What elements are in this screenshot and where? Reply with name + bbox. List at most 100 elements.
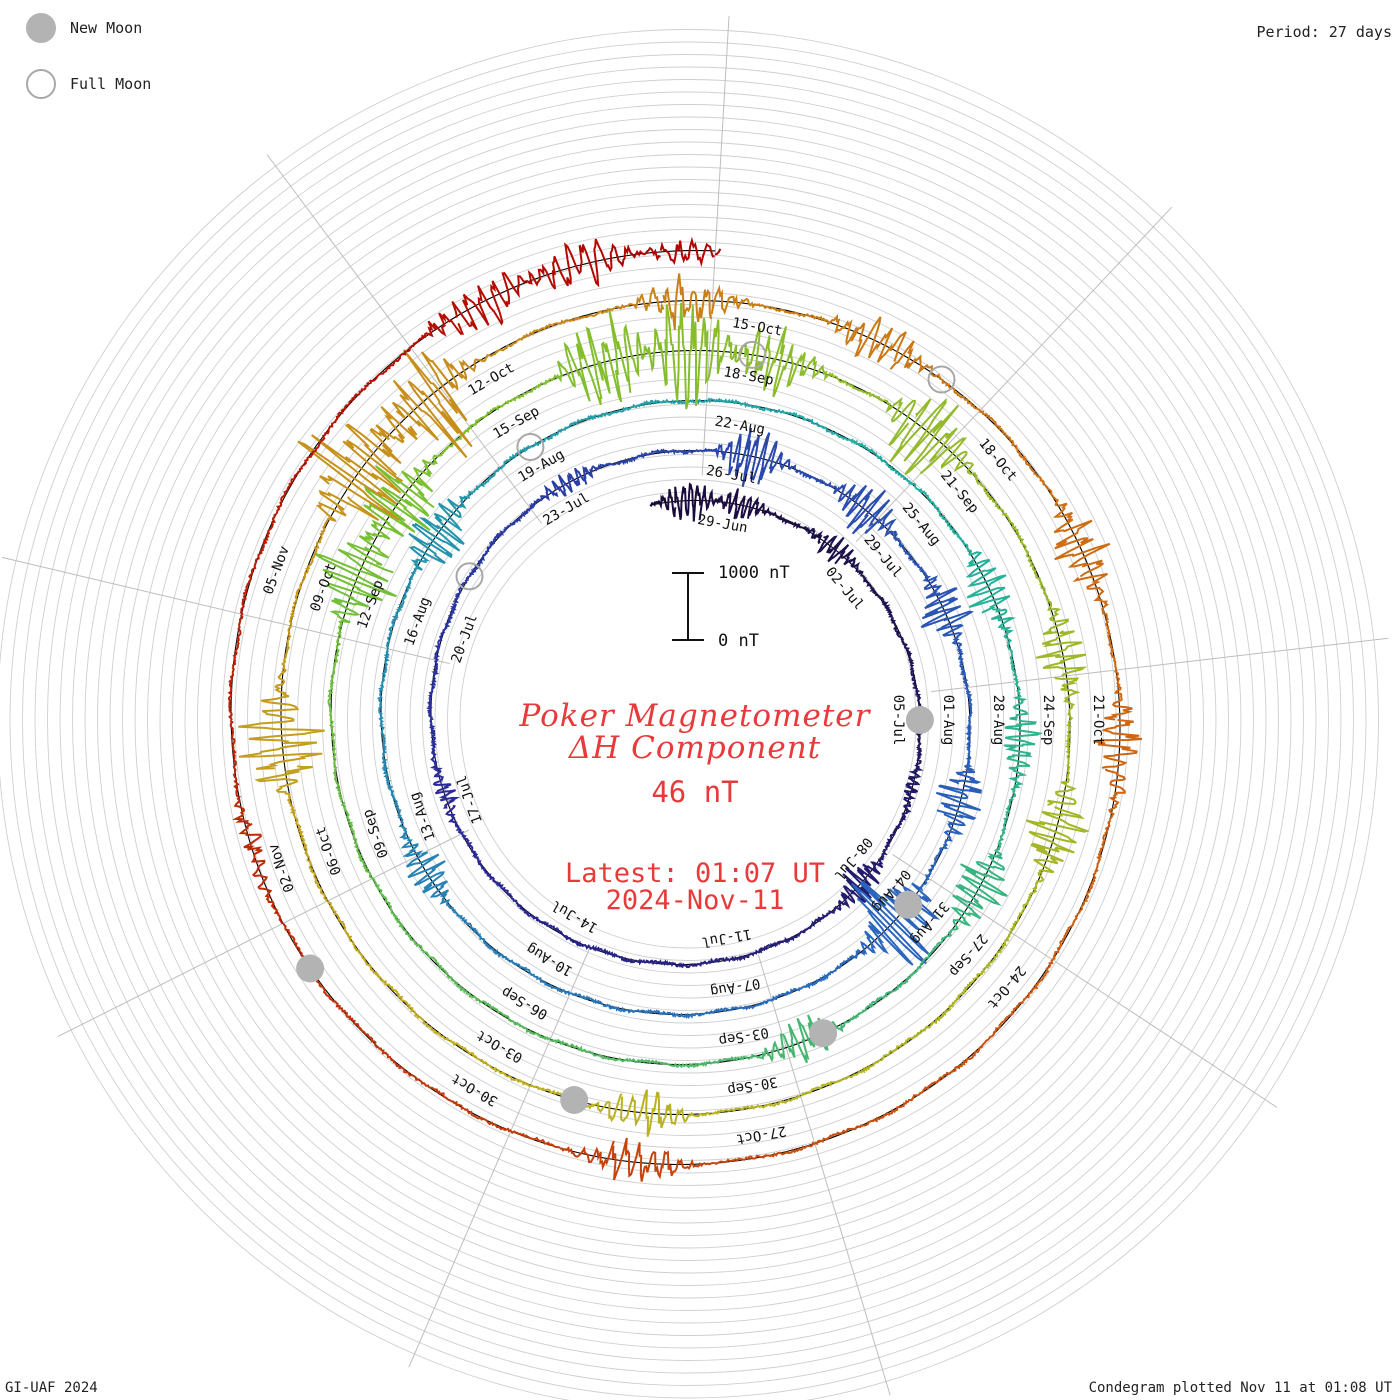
trace-segment bbox=[1054, 676, 1081, 721]
new-moon-marker bbox=[905, 706, 934, 734]
trace-segment bbox=[302, 536, 323, 581]
trace-segment bbox=[908, 746, 924, 775]
trace-segment bbox=[863, 1099, 910, 1127]
trace-segment bbox=[551, 467, 586, 497]
trace-segment bbox=[379, 978, 415, 1013]
plotted-label: Condegram plotted Nov 11 at 01:08 UT bbox=[1088, 1380, 1392, 1396]
grid-ring bbox=[234, 266, 1142, 1174]
trace-segment bbox=[665, 302, 709, 410]
trace-segment bbox=[432, 777, 461, 809]
trace-segment bbox=[849, 438, 883, 461]
date-label: 11-Jul bbox=[700, 925, 753, 950]
trace-segment bbox=[315, 489, 380, 537]
grid-spoke bbox=[408, 944, 592, 1368]
trace-segment bbox=[830, 885, 855, 914]
trace-segment bbox=[1001, 512, 1027, 551]
date-label: 24-Sep bbox=[1040, 695, 1056, 746]
trace-segment bbox=[478, 1000, 515, 1023]
trace-segment bbox=[260, 672, 300, 721]
grid-ring bbox=[297, 329, 1079, 1111]
trace-segment bbox=[823, 481, 856, 512]
trace-segment bbox=[955, 863, 1008, 910]
trace-segment bbox=[950, 1038, 990, 1074]
trace-segment bbox=[570, 992, 604, 1005]
trace-segment bbox=[451, 280, 509, 331]
grid-ring bbox=[59, 91, 1317, 1349]
grid-ring bbox=[184, 216, 1192, 1224]
trace-segment bbox=[964, 686, 973, 721]
trace-segment bbox=[288, 580, 304, 627]
trace-segment bbox=[862, 848, 888, 875]
trace-segment bbox=[231, 773, 250, 825]
trace-segment bbox=[500, 444, 532, 470]
grid-ring bbox=[222, 254, 1154, 1186]
trace-segment bbox=[701, 956, 732, 965]
grid-ring bbox=[434, 466, 942, 974]
trace-segment bbox=[860, 574, 878, 597]
trace-segment bbox=[640, 448, 673, 459]
trace-segment bbox=[671, 448, 704, 456]
trace-segment bbox=[936, 623, 964, 656]
trace-segment bbox=[408, 512, 465, 559]
trace-segment bbox=[398, 823, 424, 858]
grid-ring bbox=[147, 179, 1229, 1261]
trace-segment bbox=[874, 395, 916, 446]
trace-segment bbox=[756, 940, 785, 954]
date-label: 21-Oct bbox=[1090, 695, 1106, 746]
trace-segment bbox=[1042, 590, 1069, 636]
trace-segment bbox=[714, 248, 722, 256]
trace-segment bbox=[941, 378, 981, 411]
date-label: 24-Oct bbox=[984, 962, 1029, 1011]
trace-segment bbox=[661, 1150, 715, 1177]
trace-segment bbox=[779, 409, 816, 426]
full-moon-marker bbox=[927, 365, 956, 394]
trace-segment bbox=[611, 1137, 664, 1182]
trace-segment bbox=[1006, 756, 1031, 798]
grid-ring bbox=[72, 104, 1304, 1336]
trace-segment bbox=[1014, 444, 1045, 486]
trace-segment bbox=[306, 858, 328, 902]
trace-segment bbox=[664, 1103, 712, 1126]
trace-segment bbox=[943, 813, 967, 850]
date-label: 27-Oct bbox=[735, 1122, 788, 1147]
trace-segment bbox=[254, 765, 313, 815]
grid-ring bbox=[284, 316, 1092, 1124]
trace-segment bbox=[808, 909, 832, 929]
trace-segment bbox=[732, 427, 771, 488]
trace-segment bbox=[254, 513, 278, 563]
trace-segment bbox=[508, 959, 540, 981]
grid-ring bbox=[84, 116, 1292, 1324]
grid-ring bbox=[334, 366, 1042, 1074]
trace-segment bbox=[442, 603, 457, 631]
new-moon-marker bbox=[560, 1086, 589, 1114]
trace-segment bbox=[864, 508, 901, 543]
trace-segment bbox=[588, 1050, 629, 1063]
trace-segment bbox=[759, 440, 797, 481]
trace-segment bbox=[710, 284, 762, 316]
trace-segment bbox=[560, 1140, 615, 1171]
grid-spoke bbox=[57, 829, 470, 1037]
grid-ring bbox=[384, 416, 992, 1024]
trace-segment bbox=[808, 313, 858, 346]
trace-segment bbox=[329, 596, 370, 638]
trace-segment bbox=[729, 949, 759, 962]
trace-segment bbox=[238, 719, 325, 770]
trace-segment bbox=[429, 659, 440, 691]
moon-markers bbox=[296, 340, 956, 1114]
trace-segment bbox=[877, 594, 893, 618]
trace-segment bbox=[659, 236, 715, 268]
scale-bar bbox=[672, 572, 704, 641]
trace-segment bbox=[957, 654, 970, 688]
trace-segment bbox=[567, 307, 616, 323]
trace-segment bbox=[549, 1038, 590, 1054]
scale-top-label: 1000 nT bbox=[718, 563, 790, 583]
grid-ring bbox=[197, 229, 1179, 1211]
trace-segment bbox=[832, 948, 861, 973]
chart-subtitle: ΔH Component bbox=[568, 730, 822, 766]
trace-segment bbox=[1047, 763, 1077, 806]
trace-segment bbox=[428, 719, 437, 751]
trace-segment bbox=[501, 263, 557, 305]
trace-segment bbox=[369, 346, 411, 385]
trace-segment bbox=[1093, 719, 1143, 769]
